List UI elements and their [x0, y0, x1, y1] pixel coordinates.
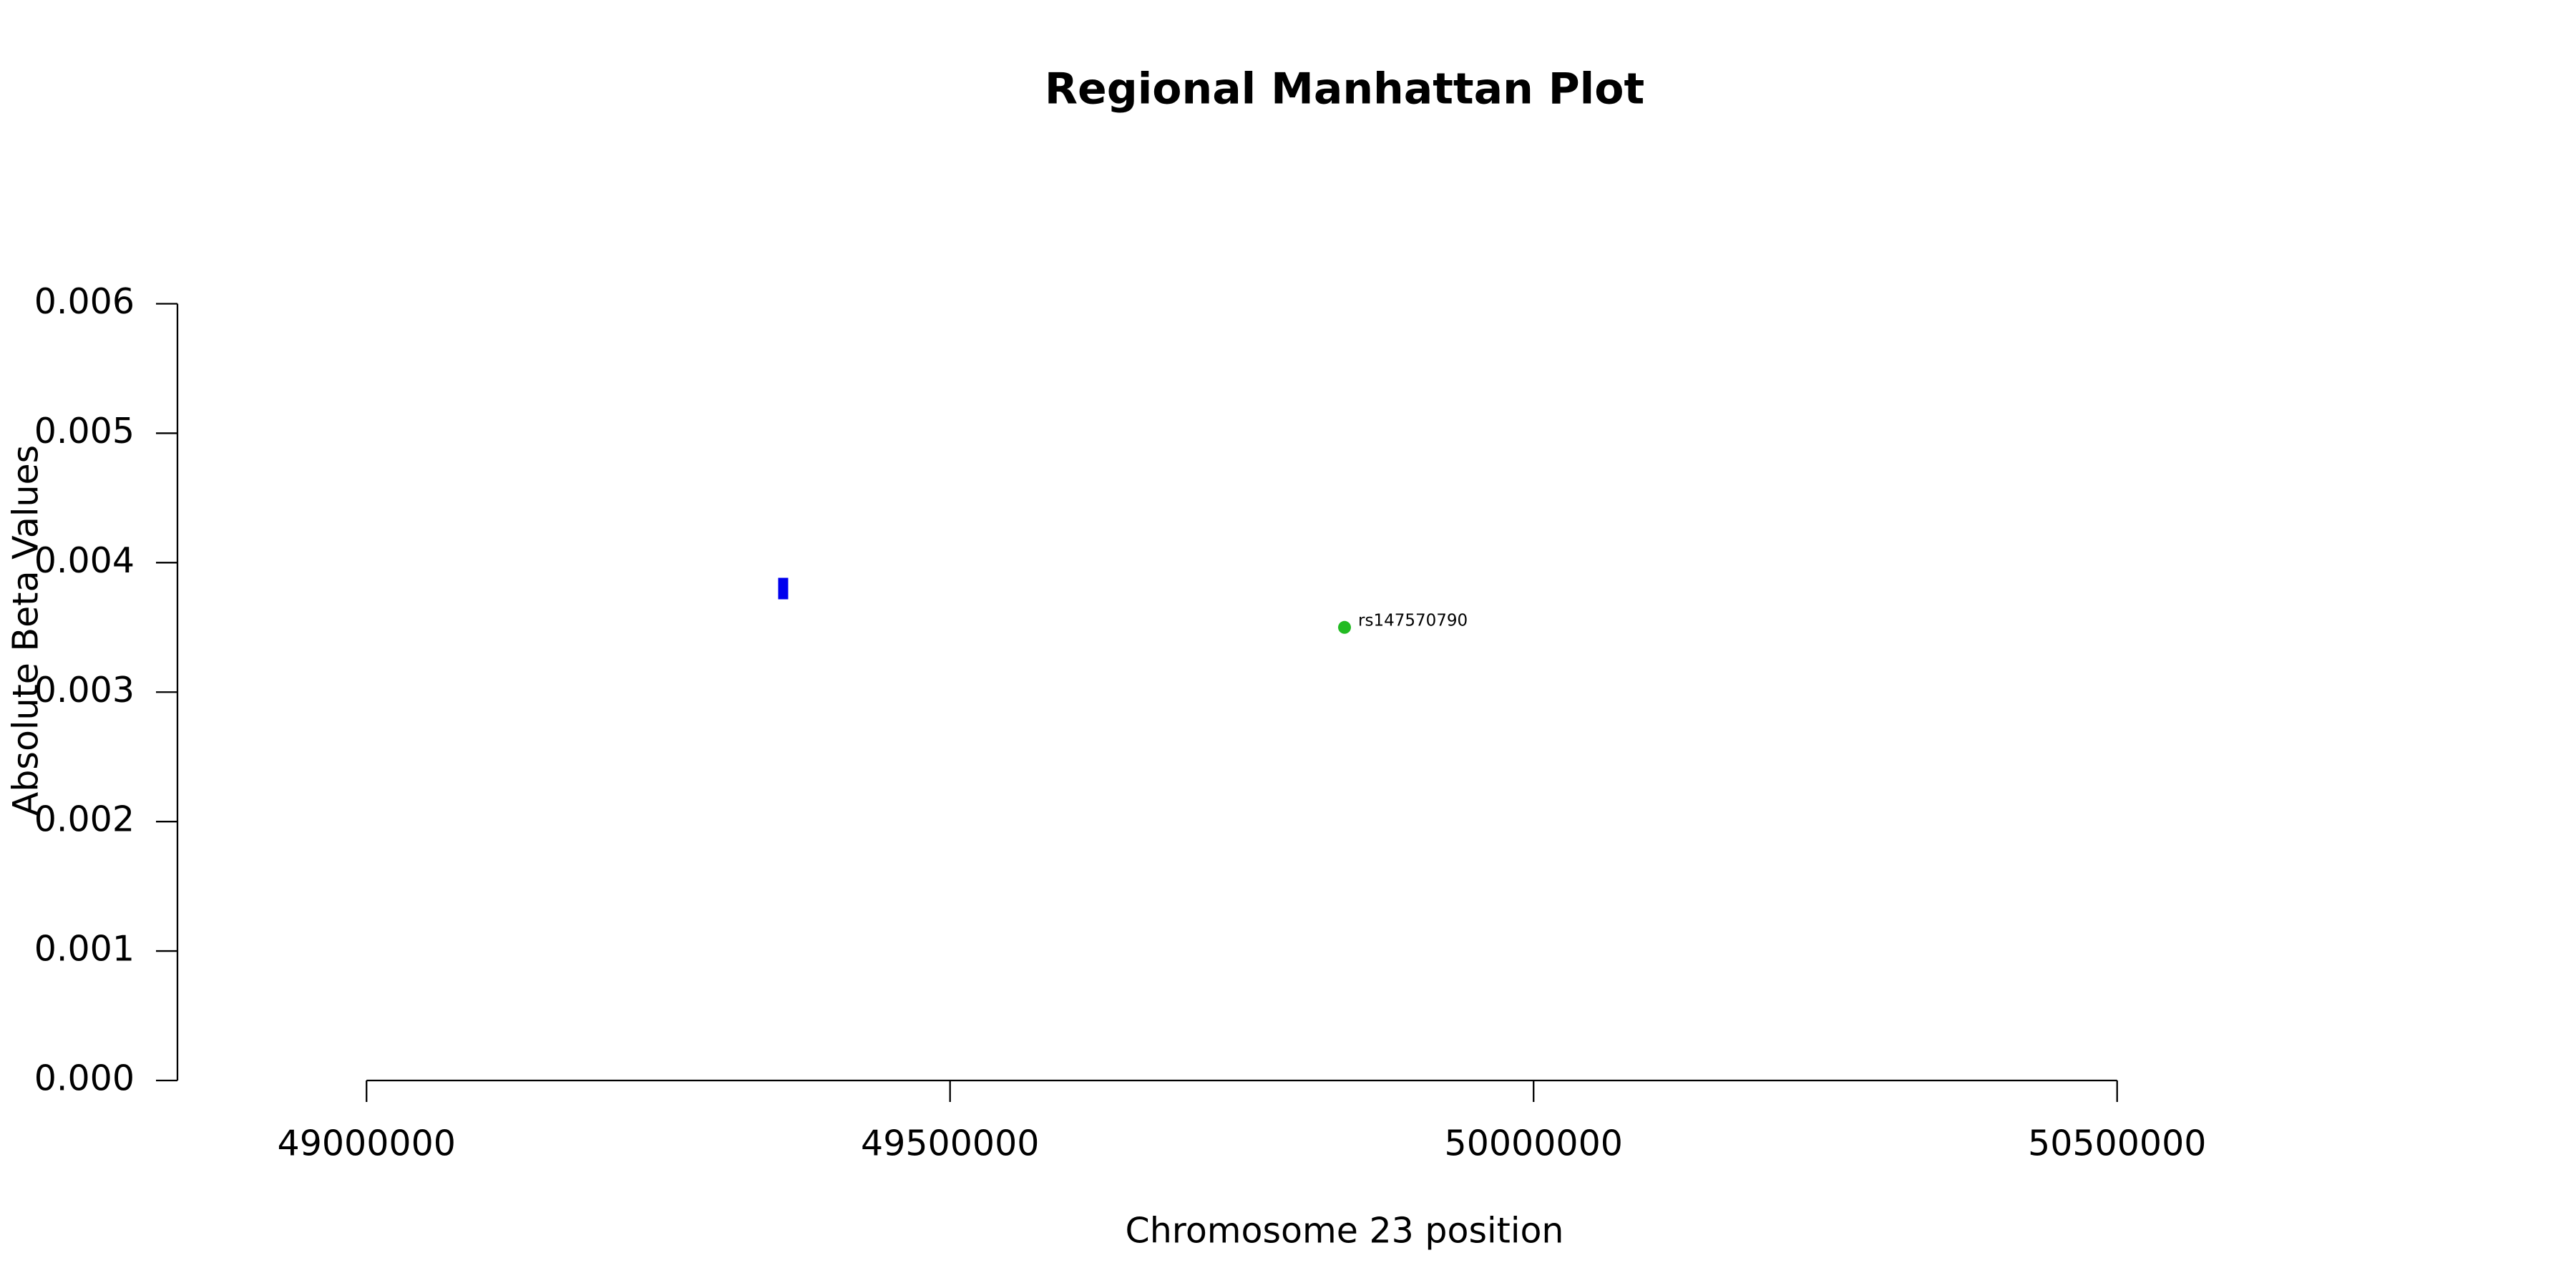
y-tick-label: 0.003 — [34, 670, 135, 711]
x-tick-label: 50500000 — [2028, 1123, 2206, 1164]
point — [1338, 620, 1351, 634]
x-tick-label: 50000000 — [1445, 1123, 1623, 1164]
annotation: rs147570790 — [1358, 611, 1468, 630]
y-tick-label: 0.005 — [34, 411, 135, 452]
y-tick-label: 0.006 — [34, 281, 135, 322]
point — [778, 577, 789, 600]
y-tick-label: 0.000 — [34, 1058, 135, 1099]
y-tick-label: 0.002 — [34, 799, 135, 840]
x-axis-label: Chromosome 23 position — [1125, 1211, 1563, 1252]
y-tick-label: 0.001 — [34, 929, 135, 970]
y-tick-label: 0.004 — [34, 540, 135, 581]
y-axis-label: Absolute Beta Values — [6, 445, 47, 816]
x-tick-label: 49500000 — [861, 1123, 1039, 1164]
x-tick-label: 49000000 — [278, 1123, 456, 1164]
chart-title: Regional Manhattan Plot — [1045, 64, 1644, 114]
